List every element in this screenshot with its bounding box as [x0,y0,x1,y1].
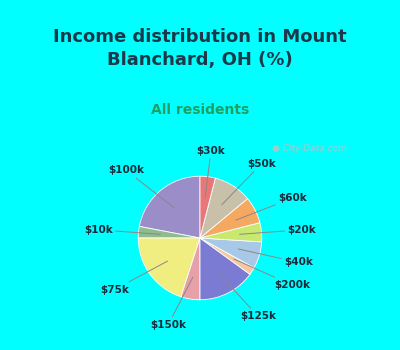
Wedge shape [138,238,200,297]
Wedge shape [200,178,248,238]
Wedge shape [181,238,200,300]
Wedge shape [200,199,260,238]
Wedge shape [139,176,200,238]
Text: $100k: $100k [108,166,174,208]
Text: $200k: $200k [234,259,310,290]
Text: $50k: $50k [222,159,276,205]
Text: $125k: $125k [219,273,276,321]
Text: All residents: All residents [151,103,249,117]
Text: $75k: $75k [100,261,168,295]
Text: $150k: $150k [150,277,193,330]
Text: $60k: $60k [236,193,307,220]
Wedge shape [200,176,215,238]
Text: ● City-Data.com: ● City-Data.com [272,144,347,153]
Text: Income distribution in Mount
Blanchard, OH (%): Income distribution in Mount Blanchard, … [53,28,347,69]
Wedge shape [200,238,262,268]
Wedge shape [138,226,200,238]
Text: $20k: $20k [240,225,316,235]
Wedge shape [200,238,254,274]
Text: $10k: $10k [84,225,160,235]
Text: $40k: $40k [238,249,313,267]
Text: $30k: $30k [197,146,225,198]
Wedge shape [200,223,262,242]
Wedge shape [200,238,250,300]
